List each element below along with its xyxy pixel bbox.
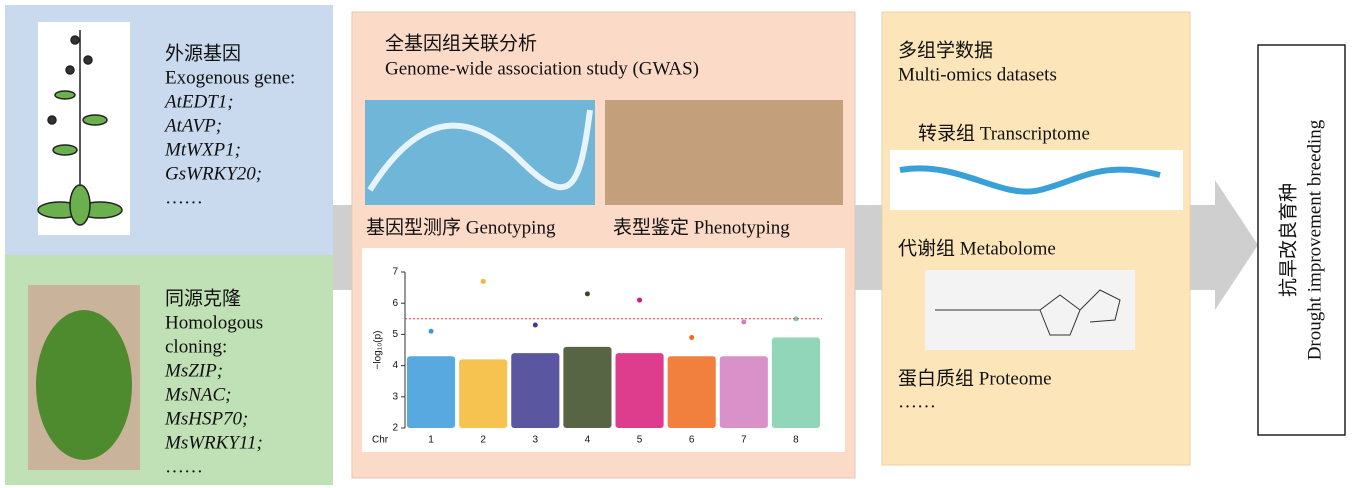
- gene: AtEDT1;: [163, 91, 234, 112]
- text: 蛋白质组 Proteome: [898, 367, 1052, 389]
- text: 代谢组 Metabolome: [898, 237, 1056, 259]
- chromosome-label: 2: [480, 435, 486, 446]
- chromosome-points: [772, 338, 820, 428]
- gene: MsZIP;: [164, 360, 223, 381]
- text: cloning:: [165, 336, 227, 357]
- chromosome-label: 7: [741, 435, 747, 446]
- peak-snp: [637, 298, 642, 303]
- y-tick-label: 7: [392, 267, 398, 278]
- gene: MsHSP70;: [164, 408, 248, 429]
- y-axis-label: −log₁₀(p): [373, 331, 384, 370]
- chromosome-points: [459, 359, 507, 428]
- text: Homologous: [165, 312, 263, 333]
- peak-snp: [741, 319, 746, 324]
- peak-snp: [481, 279, 486, 284]
- chromosome-points: [407, 356, 455, 428]
- text: 全基因组关联分析: [385, 32, 537, 54]
- output-box: [1258, 45, 1345, 435]
- gene: MsWRKY11;: [164, 432, 263, 453]
- gene: AtAVP;: [163, 115, 222, 136]
- text: 外源基因: [165, 42, 241, 64]
- text: ……: [898, 391, 936, 412]
- gene: GsWRKY20;: [165, 163, 262, 184]
- chromosome-label: 3: [533, 435, 539, 446]
- chromosome-label: 8: [793, 435, 799, 446]
- field-photo: [605, 100, 843, 205]
- rna-image: [890, 150, 1183, 210]
- alfalfa-plant: [36, 310, 132, 460]
- chromosome-label: 1: [428, 435, 434, 446]
- chromosome-label: 4: [585, 435, 591, 446]
- y-tick-label: 3: [392, 391, 398, 402]
- text: Exogenous gene:: [165, 67, 295, 88]
- chromosome-points: [563, 347, 611, 428]
- diagram: 外源基因 Exogenous gene: AtEDT1; AtAVP; MtWX…: [0, 0, 1352, 488]
- y-tick-label: 5: [392, 329, 398, 340]
- text: 表型鉴定 Phenotyping: [613, 216, 790, 238]
- chromosome-label: 6: [689, 435, 695, 446]
- text: Genome-wide association study (GWAS): [385, 58, 699, 79]
- text: 基因型测序 Genotyping: [366, 216, 556, 238]
- chromosome-points: [720, 356, 768, 428]
- text: Multi-omics datasets: [898, 64, 1057, 85]
- text: ……: [165, 187, 203, 208]
- y-tick-label: 2: [392, 423, 398, 434]
- text: 同源克隆: [165, 287, 241, 309]
- y-tick-label: 4: [392, 360, 398, 371]
- x-axis-title: Chr: [372, 435, 389, 446]
- text: 转录组 Transcriptome: [918, 122, 1090, 144]
- peak-snp: [429, 329, 434, 334]
- gene: MtWXP1;: [164, 139, 241, 160]
- text: 多组学数据: [898, 39, 993, 61]
- peak-snp: [689, 335, 694, 340]
- text: 抗旱改良育种: [1277, 183, 1299, 297]
- gene: MsNAC;: [164, 384, 232, 405]
- chromosome-points: [668, 356, 716, 428]
- text: ……: [165, 456, 203, 477]
- y-tick-label: 6: [392, 298, 398, 309]
- chromosome-label: 5: [637, 435, 643, 446]
- chromosome-points: [616, 353, 664, 428]
- peak-snp: [533, 323, 538, 328]
- chromosome-points: [511, 353, 559, 428]
- peak-snp: [585, 291, 590, 296]
- text: Drought improvement breeding: [1304, 119, 1325, 360]
